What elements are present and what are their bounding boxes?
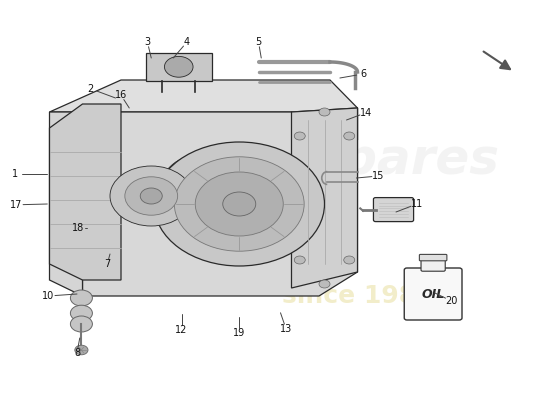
Circle shape xyxy=(110,166,192,226)
Text: 1: 1 xyxy=(12,169,19,179)
FancyBboxPatch shape xyxy=(404,268,462,320)
Circle shape xyxy=(344,256,355,264)
Text: 14: 14 xyxy=(360,108,372,118)
Circle shape xyxy=(164,56,193,77)
Text: 5: 5 xyxy=(255,37,262,47)
Circle shape xyxy=(344,132,355,140)
Circle shape xyxy=(75,345,88,355)
FancyBboxPatch shape xyxy=(419,254,447,261)
Text: 4: 4 xyxy=(184,37,190,47)
Text: 6: 6 xyxy=(360,69,366,79)
Text: 19: 19 xyxy=(233,328,245,338)
Polygon shape xyxy=(50,80,358,140)
Polygon shape xyxy=(50,112,82,296)
Polygon shape xyxy=(50,104,121,280)
Circle shape xyxy=(294,132,305,140)
Text: 20: 20 xyxy=(445,296,457,306)
Polygon shape xyxy=(82,108,358,296)
Text: 10: 10 xyxy=(42,291,54,301)
Text: 3: 3 xyxy=(144,37,151,47)
Circle shape xyxy=(223,192,256,216)
Text: 15: 15 xyxy=(372,171,384,181)
Circle shape xyxy=(174,157,304,251)
Circle shape xyxy=(154,142,324,266)
Text: OIL: OIL xyxy=(421,288,445,300)
Polygon shape xyxy=(292,108,358,288)
Circle shape xyxy=(294,256,305,264)
Circle shape xyxy=(140,188,162,204)
Text: 11: 11 xyxy=(411,199,423,209)
Text: 8: 8 xyxy=(74,348,80,358)
Text: 12: 12 xyxy=(175,325,188,335)
Text: since 1985: since 1985 xyxy=(282,284,433,308)
FancyBboxPatch shape xyxy=(421,259,446,271)
Text: 7: 7 xyxy=(104,259,111,269)
Circle shape xyxy=(319,108,330,116)
Polygon shape xyxy=(146,53,212,81)
Text: 18: 18 xyxy=(72,223,84,233)
Text: 16: 16 xyxy=(115,90,127,100)
Text: eurospares: eurospares xyxy=(183,136,499,184)
Text: a passion for parts: a passion for parts xyxy=(180,255,348,273)
Text: 2: 2 xyxy=(87,84,94,94)
Circle shape xyxy=(195,172,283,236)
Circle shape xyxy=(70,316,92,332)
Circle shape xyxy=(70,305,92,321)
Text: 13: 13 xyxy=(280,324,292,334)
Circle shape xyxy=(125,177,178,215)
Circle shape xyxy=(319,280,330,288)
FancyBboxPatch shape xyxy=(373,198,414,222)
Circle shape xyxy=(70,290,92,306)
Ellipse shape xyxy=(157,156,234,244)
Text: 17: 17 xyxy=(10,200,23,210)
